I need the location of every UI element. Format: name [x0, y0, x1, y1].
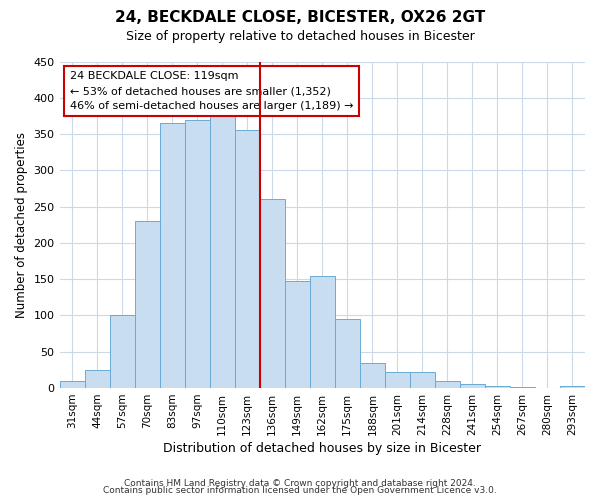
- Bar: [335, 319, 360, 388]
- Text: Contains HM Land Registry data © Crown copyright and database right 2024.: Contains HM Land Registry data © Crown c…: [124, 478, 476, 488]
- Bar: [560, 386, 585, 388]
- Bar: [360, 362, 385, 388]
- Bar: [485, 386, 510, 388]
- Bar: [209, 116, 235, 388]
- Text: Contains public sector information licensed under the Open Government Licence v3: Contains public sector information licen…: [103, 486, 497, 495]
- Bar: [285, 280, 310, 388]
- Bar: [85, 370, 110, 388]
- X-axis label: Distribution of detached houses by size in Bicester: Distribution of detached houses by size …: [163, 442, 481, 455]
- Bar: [134, 221, 160, 388]
- Bar: [460, 384, 485, 388]
- Bar: [59, 381, 85, 388]
- Bar: [235, 130, 260, 388]
- Bar: [110, 316, 134, 388]
- Bar: [260, 200, 285, 388]
- Text: 24, BECKDALE CLOSE, BICESTER, OX26 2GT: 24, BECKDALE CLOSE, BICESTER, OX26 2GT: [115, 10, 485, 25]
- Bar: [385, 372, 410, 388]
- Bar: [310, 276, 335, 388]
- Y-axis label: Number of detached properties: Number of detached properties: [15, 132, 28, 318]
- Bar: [160, 123, 185, 388]
- Bar: [510, 386, 535, 388]
- Bar: [410, 372, 435, 388]
- Bar: [435, 381, 460, 388]
- Text: Size of property relative to detached houses in Bicester: Size of property relative to detached ho…: [125, 30, 475, 43]
- Bar: [185, 120, 209, 388]
- Text: 24 BECKDALE CLOSE: 119sqm
← 53% of detached houses are smaller (1,352)
46% of se: 24 BECKDALE CLOSE: 119sqm ← 53% of detac…: [70, 72, 353, 111]
